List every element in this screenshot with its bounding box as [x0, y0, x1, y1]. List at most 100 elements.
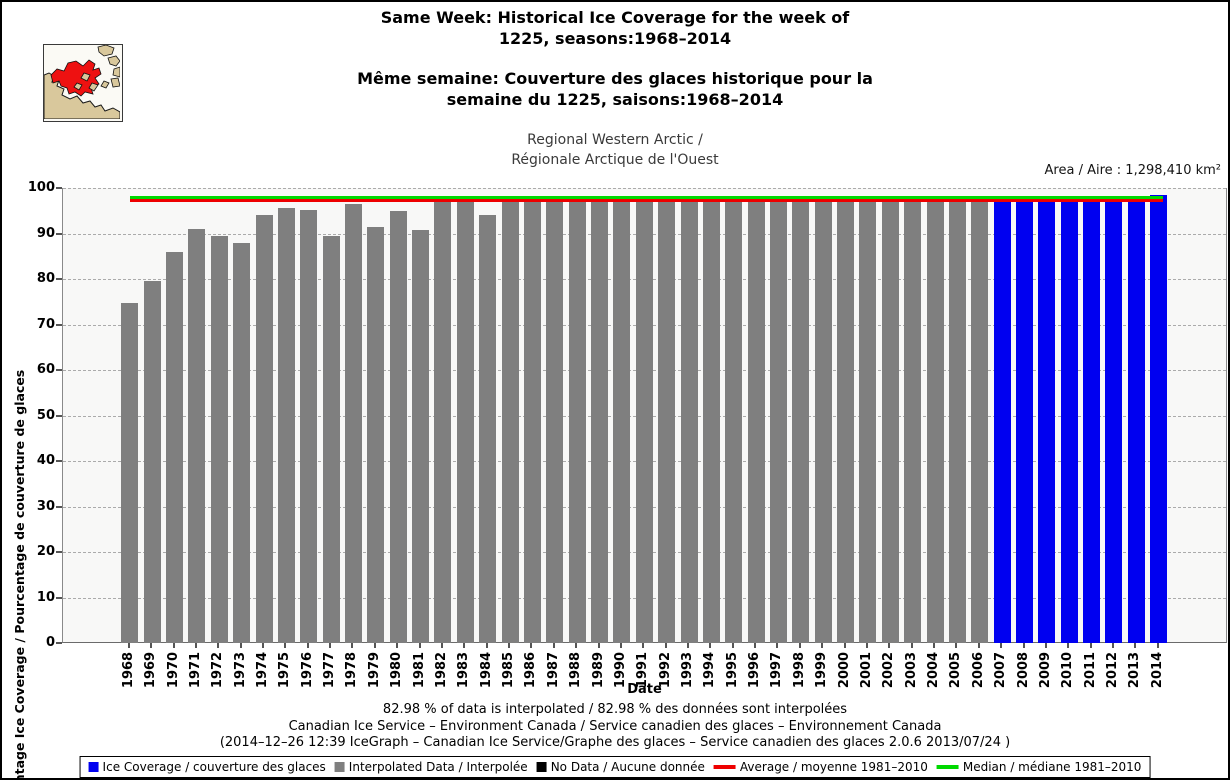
bar-1978	[344, 204, 362, 643]
x-tick-2010	[1067, 643, 1070, 648]
x-tick-1975	[284, 643, 287, 648]
y-tick-label-30: 30	[36, 498, 55, 514]
y-tick-70	[56, 323, 62, 326]
generated-line: (2014–12–26 12:39 IceGraph – Canadian Ic…	[219, 735, 1011, 750]
interpolated-note: 82.98 % of data is interpolated / 82.98 …	[382, 702, 848, 717]
legend-item-4: Median / médiane 1981–2010	[936, 760, 1142, 774]
title-en-line2: 1225, seasons:1968–2014	[498, 29, 732, 48]
bar-2006	[971, 201, 989, 643]
bar-2002	[881, 201, 899, 643]
bar-1981	[412, 230, 430, 643]
x-tick-1991	[642, 643, 645, 648]
x-tick-2014	[1156, 643, 1159, 648]
x-tick-1979	[373, 643, 376, 648]
legend-label-0: Ice Coverage / couverture des glaces	[102, 760, 326, 774]
chart-region: Percentage Ice Coverage / Pourcentage de…	[2, 180, 1228, 778]
x-tick-1988	[575, 643, 578, 648]
x-tick-1977	[329, 643, 332, 648]
x-tick-1978	[351, 643, 354, 648]
bar-1970	[166, 251, 184, 643]
y-tick-90	[56, 232, 62, 235]
bar-1979	[367, 226, 385, 643]
map-island	[110, 77, 120, 88]
x-tick-1994	[709, 643, 712, 648]
x-tick-1993	[687, 643, 689, 648]
map-highlight-region	[50, 59, 102, 97]
x-tick-2011	[1089, 643, 1092, 648]
bar-1971	[188, 228, 206, 643]
y-tick-label-90: 90	[36, 225, 55, 241]
gridline-100	[63, 188, 1226, 189]
x-tick-1974	[262, 643, 264, 648]
bar-1992	[658, 201, 676, 643]
area-label: Area / Aire : 1,298,410 km²	[1044, 163, 1221, 178]
x-tick-1972	[217, 643, 220, 648]
bar-2007	[993, 201, 1011, 643]
median-line	[129, 195, 1163, 199]
bar-1994	[702, 201, 720, 643]
bar-1995	[725, 201, 743, 643]
legend-item-0: Ice Coverage / couverture des glaces	[88, 760, 326, 774]
title-fr-line1: Même semaine: Couverture des glaces hist…	[357, 69, 873, 88]
legend-swatch-2	[536, 762, 547, 772]
y-tick-label-40: 40	[36, 453, 55, 468]
bar-1990	[613, 201, 631, 643]
map-island	[88, 82, 99, 92]
title-fr-line2: semaine du 1225, saisons:1968–2014	[446, 90, 784, 109]
x-tick-2002	[888, 643, 891, 648]
bar-1975	[277, 208, 295, 643]
y-tick-20	[56, 551, 62, 553]
x-tick-1984	[485, 643, 488, 648]
x-tick-1989	[597, 643, 600, 648]
x-tick-2003	[910, 643, 913, 648]
bar-2013	[1127, 201, 1145, 643]
x-tick-1982	[440, 643, 443, 648]
x-tick-1997	[776, 643, 779, 648]
bar-1976	[300, 209, 318, 643]
bar-2008	[1016, 201, 1034, 643]
bar-1982	[434, 201, 452, 643]
x-tick-1986	[530, 643, 533, 648]
x-tick-1973	[239, 643, 242, 648]
bar-1984	[479, 215, 497, 643]
map-island	[112, 66, 120, 78]
x-tick-2005	[955, 643, 958, 648]
y-tick-label-60: 60	[36, 362, 55, 377]
legend-swatch-1	[334, 762, 345, 772]
x-tick-1981	[418, 643, 421, 648]
x-tick-1976	[306, 643, 309, 648]
map-island	[100, 80, 110, 89]
bar-1974	[255, 215, 273, 643]
bar-1991	[635, 201, 653, 643]
x-tick-2000	[843, 643, 846, 648]
legend-swatch-3	[713, 765, 736, 769]
legend-label-4: Median / médiane 1981–2010	[962, 760, 1142, 774]
x-tick-1971	[194, 643, 197, 648]
x-tick-1992	[664, 643, 667, 648]
y-tick-label-100: 100	[27, 180, 55, 195]
y-tick-label-10: 10	[36, 589, 55, 605]
y-tick-label-70: 70	[36, 316, 55, 332]
x-tick-2007	[1000, 643, 1003, 648]
bar-1968	[121, 302, 139, 643]
x-tick-1990	[619, 643, 622, 648]
x-tick-1987	[552, 643, 555, 648]
x-tick-2004	[933, 643, 936, 648]
bar-1973	[233, 242, 251, 643]
x-tick-2006	[977, 643, 980, 648]
x-axis-title: Date	[627, 682, 662, 697]
bar-2004	[926, 201, 944, 643]
bar-2011	[1083, 201, 1101, 643]
y-tick-60	[56, 369, 62, 371]
y-tick-30	[56, 505, 62, 508]
y-tick-label-50: 50	[36, 407, 55, 423]
x-tick-2008	[1022, 643, 1025, 648]
title-block: Same Week: Historical Ice Coverage for t…	[2, 7, 1228, 170]
title-en-line1: Same Week: Historical Ice Coverage for t…	[380, 8, 850, 27]
legend-label-3: Average / moyenne 1981–2010	[739, 760, 928, 774]
bar-1989	[591, 201, 609, 643]
y-tick-label-80: 80	[36, 271, 55, 286]
y-tick-40	[56, 460, 62, 462]
legend-label-1: Interpolated Data / Interpolée	[348, 760, 528, 774]
